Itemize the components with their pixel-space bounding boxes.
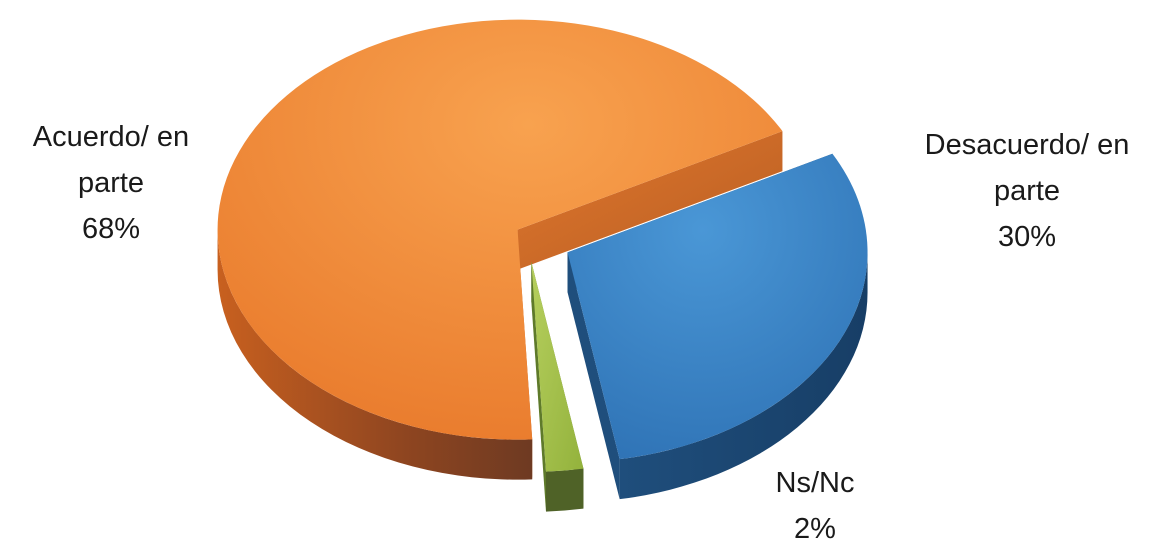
slice-percent: 68% — [81, 213, 141, 245]
slice-label-line: parte — [77, 167, 145, 199]
slice-desacuerdo — [567, 153, 868, 500]
slice-percent: 2% — [794, 513, 836, 545]
slice-label-acuerdo: Acuerdo/ en parte 68% — [0, 114, 222, 252]
slice-label-line: Ns/Nc — [775, 467, 855, 499]
slice-label-line: Desacuerdo/ en — [924, 129, 1130, 161]
slice-percent: 30% — [997, 221, 1057, 253]
slice-label-desacuerdo: Desacuerdo/ en parte 30% — [896, 122, 1158, 260]
slice-acuerdo — [217, 19, 783, 480]
slice-label-line: Acuerdo/ en — [32, 121, 190, 153]
slice-label-line: parte — [993, 175, 1061, 207]
slice-nsnc — [531, 261, 584, 512]
slice-label-nsnc: Ns/Nc 2% — [730, 460, 900, 552]
